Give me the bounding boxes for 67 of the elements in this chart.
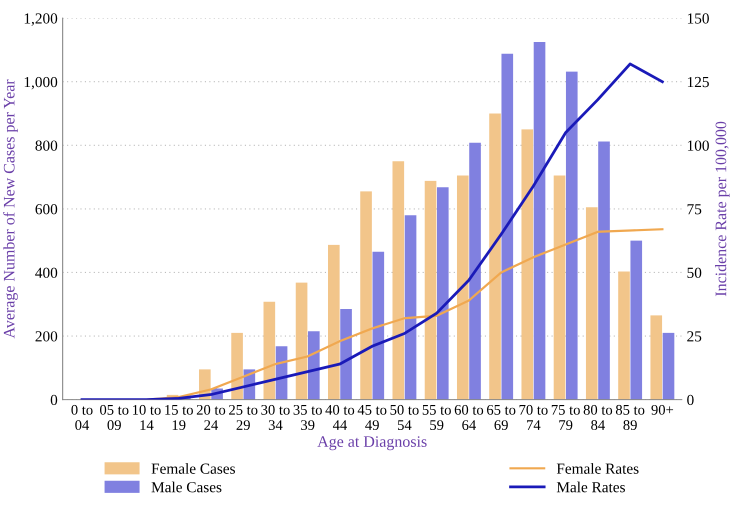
y-tick-label: 400 <box>35 268 58 278</box>
bar <box>360 191 372 400</box>
y-tick-label: 600 <box>36 204 58 214</box>
x-tick-label: 45 to 49 <box>358 405 386 430</box>
y-tick-label: 800 <box>35 140 58 151</box>
y2-tick-label: 50 <box>687 268 702 278</box>
bar <box>489 114 501 400</box>
y2-tick-label: 125 <box>688 76 709 88</box>
y-axis-title: Average Number of New Cases per Year <box>3 79 18 338</box>
bar <box>598 142 610 400</box>
x-tick-label: 85 to 89 <box>616 404 644 430</box>
bar <box>469 142 481 400</box>
bar <box>534 42 546 400</box>
bar <box>372 252 384 400</box>
bar <box>296 282 308 400</box>
x-tick-label: 80 to 84 <box>584 404 612 430</box>
legend-label: Female Cases <box>152 463 235 474</box>
y2-axis-title: Incidence Rate per 100,000 <box>715 122 730 296</box>
x-tick-label: 90+ <box>651 404 674 415</box>
y2-tick-label: 150 <box>688 13 709 24</box>
bar <box>586 207 598 400</box>
bar <box>328 244 340 400</box>
x-tick-label: 65 to 69 <box>487 404 516 430</box>
bar <box>650 315 662 400</box>
bar <box>231 332 243 400</box>
x-tick-label: 35 to 39 <box>294 404 322 430</box>
bar <box>404 215 416 400</box>
y-tick-label: 0 <box>50 394 58 406</box>
legend-label: Male Rates <box>556 482 625 492</box>
line-series <box>80 62 664 400</box>
y-tick-label: 1,200 <box>24 13 58 26</box>
bar <box>424 180 436 400</box>
x-tick-label: 75 to 79 <box>552 405 580 430</box>
bar <box>456 176 469 400</box>
x-tick-label: 60 to 64 <box>454 404 484 430</box>
x-tick-label: 05 to 09 <box>100 404 128 430</box>
x-tick-label: 40 to 44 <box>325 404 354 430</box>
bar <box>521 129 534 400</box>
bar <box>308 331 320 400</box>
bar <box>501 54 514 400</box>
bar <box>662 332 674 400</box>
bar <box>630 240 642 400</box>
x-tick-label: 25 to 29 <box>229 404 258 430</box>
bar <box>264 302 276 400</box>
legend-label: Male Cases <box>152 482 222 492</box>
y-tick-label: 1,000 <box>24 76 58 90</box>
y2-tick-label: 75 <box>688 204 702 214</box>
bar <box>340 309 352 400</box>
y-tick-label: 200 <box>36 331 58 342</box>
x-tick-label: 15 to 19 <box>165 404 193 430</box>
x-tick-label: 70 to 74 <box>520 404 548 430</box>
legend-label: Female Rates <box>556 463 639 474</box>
x-axis-title: Age at Diagnosis <box>317 436 427 450</box>
x-tick-label: 30 to 34 <box>261 404 290 430</box>
bar <box>566 72 578 400</box>
x-tick-label: 20 to 24 <box>196 404 226 430</box>
bar <box>392 161 404 400</box>
y2-tick-label: 25 <box>687 331 702 342</box>
y2-tick-label: 0 <box>687 394 694 406</box>
x-tick-label: 10 to 14 <box>132 404 161 430</box>
x-tick-label: 0 to 04 <box>71 404 93 430</box>
bar <box>436 187 449 400</box>
x-tick-label: 50 to 54 <box>390 404 419 430</box>
x-tick-label: 55 to 59 <box>422 405 451 430</box>
bar <box>618 272 630 400</box>
y2-tick-label: 100 <box>688 140 709 151</box>
bar <box>554 176 566 400</box>
